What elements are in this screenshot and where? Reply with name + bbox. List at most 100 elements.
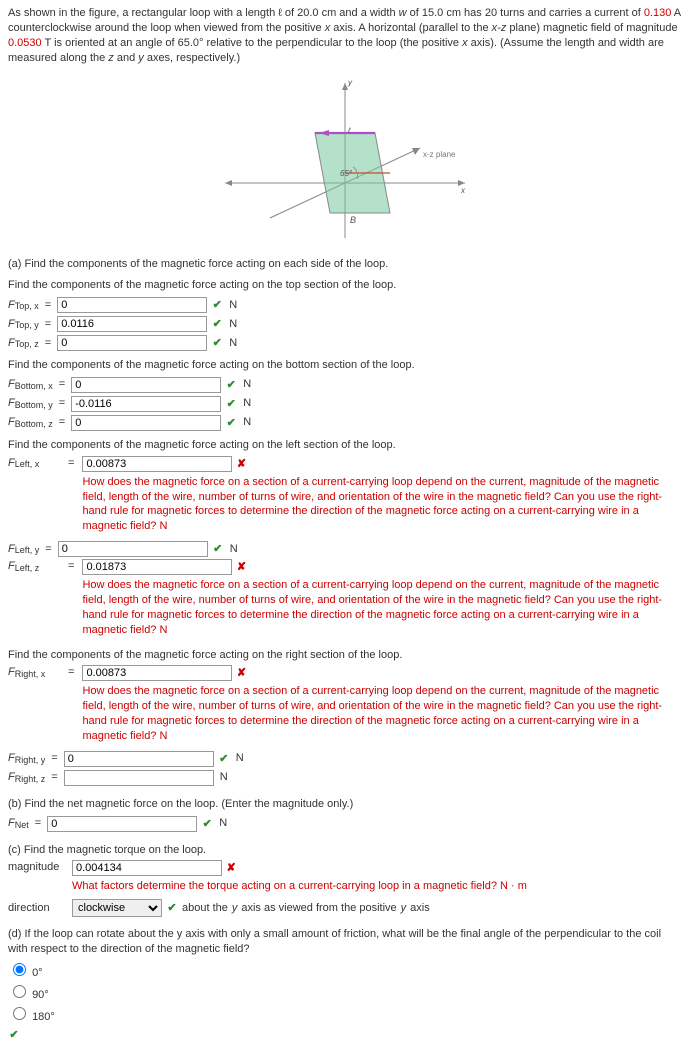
check-icon: ✔ [218,753,230,765]
b-magnitude: 0.0530 [8,37,42,49]
input-left-x[interactable] [82,456,232,472]
label-left-y: FLeft, y [8,542,39,557]
svg-text:y: y [347,78,353,87]
input-magnitude[interactable] [72,860,222,876]
radio-0[interactable] [13,963,26,976]
left-prompt: Find the components of the magnetic forc… [8,438,681,453]
intro-b: of 15.0 cm has 20 turns and carries a cu… [407,7,644,19]
part-c-prompt: (c) Find the magnetic torque on the loop… [8,843,681,858]
check-icon: ✔ [225,379,237,391]
check-icon: ✔ [211,337,223,349]
check-icon: ✔ [211,318,223,330]
check-icon: ✔ [166,902,178,914]
intro-f: T is oriented at an angle of 65.0° relat… [42,37,462,49]
feedback-left-z: How does the magnetic force on a section… [82,578,681,637]
xz-plane: x-z [492,22,507,34]
radio-option-90[interactable]: 90° [8,982,681,1003]
feedback-left-x: How does the magnetic force on a section… [82,475,681,534]
dir-y1: y [232,901,238,916]
row-top-z: FTop, z = ✔ N [8,334,681,352]
x-icon: ✘ [236,667,248,679]
row-left-x: FLeft, x = ✘ How does the magnetic force… [8,456,681,538]
part-a-prompt: (a) Find the components of the magnetic … [8,257,681,272]
label-left-z: FLeft, z [8,559,60,574]
row-direction: direction clockwise ✔ about the y axis a… [8,899,681,917]
check-icon: ✔ [212,543,224,555]
label-top-y: FTop, y [8,317,39,332]
radio-90[interactable] [13,985,26,998]
part-b-prompt: (b) Find the net magnetic force on the l… [8,797,681,812]
x-icon: ✘ [225,862,237,874]
unit-right-y: N [236,751,244,766]
check-icon: ✔ [225,417,237,429]
radio-group-angle: 0° 90° 180° [8,960,681,1025]
unit-left-y: N [230,542,238,557]
label-right-x: FRight, x [8,665,60,680]
label-right-y: FRight, y [8,751,45,766]
input-top-x[interactable] [57,297,207,313]
dir-text-b: axis as viewed from the positive [241,901,396,916]
direction-label: direction [8,901,68,916]
radio-option-180[interactable]: 180° [8,1004,681,1025]
row-magnitude: magnitude ✘ What factors determine the t… [8,860,681,898]
row-top-y: FTop, y = ✔ N [8,315,681,333]
input-left-y[interactable] [58,541,208,557]
row-net: FNet = ✔ N [8,815,681,833]
feedback-magnitude: What factors determine the torque acting… [72,879,527,894]
row-bottom-y: FBottom, y = ✔ N [8,395,681,413]
input-bottom-y[interactable] [71,396,221,412]
input-left-z[interactable] [82,559,232,575]
input-top-y[interactable] [57,316,207,332]
input-top-z[interactable] [57,335,207,351]
row-top-x: FTop, x = ✔ N [8,296,681,314]
problem-statement: As shown in the figure, a rectangular lo… [8,6,681,65]
unit-bottom-z: N [243,415,251,430]
unit-net: N [219,816,227,831]
unit-top-z: N [229,336,237,351]
radio-180[interactable] [13,1007,26,1020]
row-bottom-z: FBottom, z = ✔ N [8,414,681,432]
input-net[interactable] [47,816,197,832]
unit-bottom-y: N [243,396,251,411]
svg-text:x: x [460,186,466,195]
input-bottom-x[interactable] [71,377,221,393]
dir-y2: y [401,901,407,916]
row-right-x: FRight, x = ✘ How does the magnetic forc… [8,665,681,747]
label-top-z: FTop, z [8,336,39,351]
svg-text:B: B [350,215,356,225]
svg-text:ℓ: ℓ [347,126,351,135]
input-right-z[interactable] [64,770,214,786]
radio-option-0[interactable]: 0° [8,960,681,981]
check-icon: ✔ [211,299,223,311]
row-bottom-x: FBottom, x = ✔ N [8,376,681,394]
label-right-z: FRight, z [8,770,45,785]
check-icon: ✔ [8,1029,20,1041]
row-right-z: FRight, z = N [8,769,681,787]
row-left-y: FLeft, y = ✔ N [8,540,681,558]
input-right-y[interactable] [64,751,214,767]
input-right-x[interactable] [82,665,232,681]
x-icon: ✘ [236,458,248,470]
intro-i: axes, respectively.) [144,52,240,64]
eq: = [45,298,51,313]
magnitude-label: magnitude [8,860,68,875]
intro-a: As shown in the figure, a rectangular lo… [8,7,399,19]
bottom-prompt: Find the components of the magnetic forc… [8,358,681,373]
w-var: w [399,7,407,19]
svg-text:65°: 65° [340,169,353,178]
dir-text-c: axis [410,901,430,916]
label-left-x: FLeft, x [8,456,60,471]
label-top-x: FTop, x [8,298,39,313]
check-icon: ✔ [225,398,237,410]
label-bottom-y: FBottom, y [8,396,53,411]
intro-e: plane) magnetic field of magnitude [506,22,677,34]
current-value: 0.130 [644,7,672,19]
unit-top-y: N [229,317,237,332]
unit-bottom-x: N [243,377,251,392]
x-icon: ✘ [236,561,248,573]
label-net: FNet [8,816,29,831]
input-bottom-z[interactable] [71,415,221,431]
right-prompt: Find the components of the magnetic forc… [8,648,681,663]
select-direction[interactable]: clockwise [72,899,162,917]
intro-h: and [114,52,138,64]
